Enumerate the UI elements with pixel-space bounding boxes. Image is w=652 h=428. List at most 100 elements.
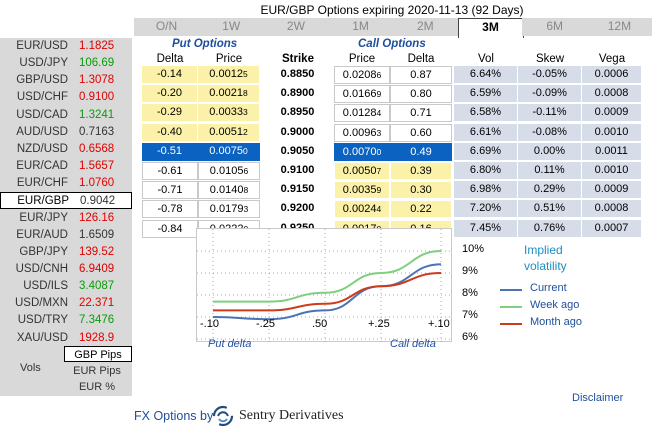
unit-option-gbp-pips[interactable]: GBP Pips bbox=[64, 346, 132, 362]
put-price-cell: 0.00218 bbox=[198, 85, 260, 104]
pair-row-usd-ils[interactable]: USD/ILS 3.4087 bbox=[0, 278, 132, 295]
footer-brand[interactable]: Sentry Derivatives bbox=[239, 408, 344, 423]
vol-value: 6.64% bbox=[469, 68, 502, 80]
call-delta-cell: 0.49 bbox=[390, 142, 452, 161]
strike-value: 0.8900 bbox=[280, 87, 315, 100]
tab-2w[interactable]: 2W bbox=[263, 18, 330, 36]
put-delta-value: -0.40 bbox=[156, 125, 183, 138]
vega-value: 0.0010 bbox=[594, 164, 629, 176]
unit-option-eur-pips[interactable]: EUR Pips bbox=[73, 365, 121, 377]
tab-2m[interactable]: 2M bbox=[392, 18, 459, 36]
put-delta-value: -0.29 bbox=[156, 106, 183, 119]
tab-on[interactable]: O/N bbox=[134, 18, 200, 36]
put-price-value: 0.0075 bbox=[209, 144, 243, 157]
pair-row-eur-cad[interactable]: EUR/CAD 1.5657 bbox=[0, 158, 132, 175]
price-subdigit: 5 bbox=[242, 69, 248, 79]
put-price-cell: 0.00333 bbox=[198, 104, 260, 123]
vega-value: 0.0007 bbox=[594, 221, 629, 234]
put-delta-cell: -0.78 bbox=[142, 200, 198, 219]
vols-label: Vols bbox=[20, 362, 41, 374]
call-price-cell: 0.02086 bbox=[334, 66, 390, 84]
vol-header: Vol bbox=[478, 53, 494, 65]
put-delta-value: -0.84 bbox=[157, 222, 183, 235]
pair-row-usd-chf[interactable]: USD/CHF 0.9100 bbox=[0, 89, 132, 106]
unit-option-eur-[interactable]: EUR % bbox=[78, 381, 116, 393]
vol-value: 6.59% bbox=[469, 87, 502, 100]
put-delta-cell: -0.20 bbox=[142, 85, 198, 104]
vega-cell: 0.0008 bbox=[582, 85, 642, 104]
legend-title: Implied volatility bbox=[524, 243, 567, 273]
price-subdigit: 8 bbox=[242, 88, 248, 99]
tab-1m[interactable]: 1M bbox=[328, 18, 395, 36]
pair-row-usd-cad[interactable]: USD/CAD 1.3241 bbox=[0, 107, 132, 124]
call-price-value: 0.0208 bbox=[342, 69, 377, 81]
pair-row-eur-aud[interactable]: EUR/AUD 1.6509 bbox=[0, 227, 132, 244]
strike-cell: 0.8850 bbox=[262, 66, 334, 84]
skew-value: 0.51% bbox=[533, 202, 566, 215]
call-price-cell: 0.00507 bbox=[334, 162, 390, 180]
vega-cell: 0.0010 bbox=[582, 123, 642, 142]
tab-1w[interactable]: 1W bbox=[198, 18, 265, 36]
price-subdigit: 3 bbox=[242, 107, 248, 118]
tab-6m[interactable]: 6M bbox=[522, 18, 589, 36]
pair-row-usd-mxn[interactable]: USD/MXN 22.371 bbox=[0, 295, 132, 312]
vega-cell: 0.0011 bbox=[582, 142, 642, 161]
pair-row-usd-jpy[interactable]: USD/JPY 106.69 bbox=[0, 55, 132, 72]
call-price-cell: 0.00244 bbox=[334, 200, 390, 219]
put-price-value: 0.0051 bbox=[209, 125, 243, 138]
strike-value: 0.9100 bbox=[280, 164, 315, 176]
pair-rate: 6.9409 bbox=[79, 262, 115, 275]
pair-row-eur-gbp[interactable]: EUR/GBP 0.9042 bbox=[0, 192, 132, 210]
pair-name: USD/MXN bbox=[14, 297, 68, 310]
pair-row-eur-usd[interactable]: EUR/USD 1.1825 bbox=[0, 38, 132, 55]
footer-text: FX Options by bbox=[134, 409, 214, 423]
pair-row-aud-usd[interactable]: AUD/USD 0.7163 bbox=[0, 124, 132, 141]
call-price-cell: 0.00700 bbox=[334, 142, 390, 161]
price-subdigit: 7 bbox=[376, 166, 382, 176]
put-delta-caption: Put delta bbox=[208, 338, 252, 350]
vega-value: 0.0008 bbox=[594, 202, 629, 215]
pair-name: EUR/CHF bbox=[16, 177, 68, 190]
skew-cell: 0.00% bbox=[518, 142, 582, 161]
x-tick-label: .50 bbox=[312, 318, 328, 330]
legend-label: Week ago bbox=[530, 299, 580, 311]
put-price-cell: 0.01408 bbox=[198, 181, 260, 200]
pair-row-gbp-jpy[interactable]: GBP/JPY 139.52 bbox=[0, 244, 132, 261]
call-delta-cell: 0.87 bbox=[390, 66, 452, 84]
pair-row-gbp-usd[interactable]: GBP/USD 1.3078 bbox=[0, 72, 132, 89]
strike-cell: 0.9150 bbox=[262, 181, 334, 200]
put-price-cell: 0.01793 bbox=[198, 200, 260, 219]
disclaimer-link[interactable]: Disclaimer bbox=[572, 392, 624, 404]
put-delta-cell: -0.51 bbox=[142, 142, 198, 161]
price-subdigit: 0 bbox=[242, 145, 248, 156]
call-price-cell: 0.00963 bbox=[334, 123, 390, 142]
tab-3m[interactable]: 3M bbox=[457, 18, 524, 38]
tab-12m[interactable]: 12M bbox=[586, 18, 652, 36]
strike-cell: 0.9050 bbox=[262, 142, 334, 161]
pair-row-nzd-usd[interactable]: NZD/USD 0.6568 bbox=[0, 141, 132, 158]
call-delta-cell: 0.22 bbox=[390, 200, 452, 219]
call-price-value: 0.0128 bbox=[342, 107, 377, 120]
pair-rate: 1.5657 bbox=[79, 160, 115, 173]
put-options-header: Put Options bbox=[172, 38, 238, 50]
vol-cell: 6.58% bbox=[454, 104, 518, 123]
vol-value: 6.98% bbox=[469, 183, 502, 196]
call-delta-value: 0.71 bbox=[410, 107, 432, 120]
pair-row-usd-try[interactable]: USD/TRY 7.3476 bbox=[0, 312, 132, 329]
strike-value: 0.8850 bbox=[280, 68, 315, 80]
options-panel: Put Options Call Options Delta Price Str… bbox=[132, 36, 652, 428]
vega-value: 0.0010 bbox=[594, 125, 629, 138]
put-delta-value: -0.71 bbox=[157, 184, 183, 197]
put-delta-cell: -0.29 bbox=[142, 104, 198, 123]
vol-value: 6.69% bbox=[469, 144, 502, 157]
call-delta-value: 0.30 bbox=[410, 184, 432, 197]
pair-row-usd-cnh[interactable]: USD/CNH 6.9409 bbox=[0, 261, 132, 278]
pair-row-eur-jpy[interactable]: EUR/JPY 126.16 bbox=[0, 210, 132, 227]
pair-row-eur-chf[interactable]: EUR/CHF 1.0760 bbox=[0, 175, 132, 192]
pair-row-xau-usd[interactable]: XAU/USD 1928.9 bbox=[0, 330, 132, 347]
pair-name: NZD/USD bbox=[16, 142, 68, 155]
strike-header: Strike bbox=[282, 53, 314, 65]
pair-rate: 0.9100 bbox=[79, 91, 115, 104]
volatility-chart bbox=[196, 228, 453, 343]
strike-value: 0.9200 bbox=[280, 202, 315, 215]
